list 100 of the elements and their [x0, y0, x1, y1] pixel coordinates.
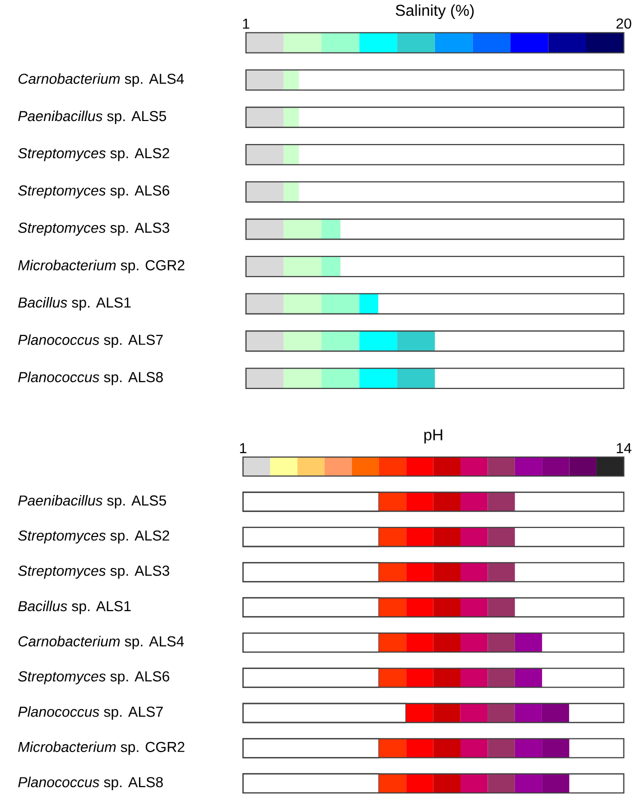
bar — [246, 182, 284, 202]
bar — [460, 774, 488, 793]
x-axis-title: pH — [424, 429, 442, 444]
bar — [488, 598, 516, 617]
bar — [406, 562, 434, 582]
bar — [246, 70, 284, 90]
bar — [542, 457, 570, 476]
bar — [322, 294, 360, 314]
bar — [488, 738, 516, 758]
bar — [515, 457, 542, 476]
bar — [406, 527, 434, 546]
bar — [434, 738, 461, 758]
bar — [434, 527, 461, 546]
bar — [434, 457, 461, 476]
y-tick-label: Streptomyces sp. ALS3 — [18, 222, 170, 236]
bar — [488, 633, 516, 652]
y-tick-label: Paenibacillus sp. ALS5 — [18, 495, 166, 508]
bar — [324, 457, 352, 476]
bar — [270, 457, 298, 476]
bar — [379, 633, 406, 652]
bar — [406, 738, 434, 758]
y-tick-label: Carnobacterium sp. ALS4 — [18, 636, 184, 650]
bar — [460, 703, 488, 722]
y-tick-label: Streptomyces sp. ALS6 — [18, 185, 170, 198]
bar — [284, 219, 322, 240]
bar — [246, 144, 284, 165]
bar — [515, 774, 542, 793]
bar — [379, 668, 406, 688]
bar — [434, 562, 461, 582]
bar — [379, 562, 406, 582]
bar — [406, 457, 434, 476]
bar — [284, 368, 322, 388]
bar — [322, 368, 360, 388]
bar — [596, 457, 624, 476]
bar — [460, 598, 488, 617]
bar — [322, 331, 360, 352]
x-axis-title: Salinity (%) — [396, 4, 474, 20]
bar — [298, 457, 325, 476]
bar — [360, 368, 398, 388]
bar — [515, 668, 542, 688]
bar — [488, 562, 516, 582]
bar — [434, 633, 461, 652]
bar — [515, 738, 542, 758]
bar — [360, 294, 378, 314]
annotation: 1 — [240, 443, 247, 454]
bar — [515, 633, 542, 652]
annotation: 1 — [243, 18, 250, 29]
y-tick-label: Carnobacterium sp. ALS4 — [18, 73, 184, 87]
annotation: 14 — [617, 443, 632, 454]
y-tick-label: Bacillus sp. ALS1 — [18, 297, 131, 310]
y-tick-label: Streptomyces sp. ALS3 — [18, 566, 170, 579]
y-tick-label: Streptomyces sp. ALS2 — [18, 148, 170, 162]
bar — [246, 219, 284, 240]
bar — [284, 182, 300, 202]
bar — [434, 668, 461, 688]
bar — [379, 738, 406, 758]
bar — [460, 527, 488, 546]
bar — [460, 562, 488, 582]
bar — [246, 32, 284, 53]
bar — [488, 703, 515, 722]
bar — [284, 70, 300, 90]
bar — [406, 703, 434, 722]
y-tick-label: Bacillus sp. ALS1 — [18, 600, 131, 614]
bar — [488, 527, 516, 546]
bar — [397, 368, 436, 388]
bar — [284, 331, 322, 352]
y-tick-label: Planococcus sp. ALS7 — [18, 334, 163, 348]
bar — [542, 703, 570, 722]
bar — [406, 668, 434, 688]
bar — [322, 256, 341, 277]
bar — [406, 598, 434, 617]
bar — [246, 368, 284, 388]
y-tick-label: Paenibacillus sp. ALS5 — [18, 110, 166, 124]
bar — [246, 294, 284, 314]
bar — [379, 457, 406, 476]
bar — [406, 774, 434, 793]
bar — [488, 457, 516, 476]
bar — [397, 331, 436, 352]
bar — [379, 774, 406, 793]
bar — [460, 457, 488, 476]
bar — [397, 32, 436, 53]
bar — [284, 256, 322, 277]
bar — [514, 703, 542, 722]
y-tick-label: Microbacterium sp. CGR2 — [18, 260, 185, 274]
bar — [488, 774, 516, 793]
bar — [246, 256, 284, 277]
bar — [284, 107, 300, 128]
bar — [406, 633, 434, 652]
bar — [352, 457, 380, 476]
bar — [472, 32, 511, 53]
bar — [360, 331, 398, 352]
bar — [284, 294, 322, 314]
bar — [379, 598, 406, 617]
bar — [322, 219, 341, 240]
y-tick-label: Microbacterium sp. CGR2 — [18, 741, 185, 755]
bar — [460, 738, 488, 758]
y-tick-label: Streptomyces sp. ALS2 — [18, 530, 170, 544]
bar — [284, 144, 300, 165]
bar — [542, 738, 570, 758]
bar — [488, 668, 516, 688]
